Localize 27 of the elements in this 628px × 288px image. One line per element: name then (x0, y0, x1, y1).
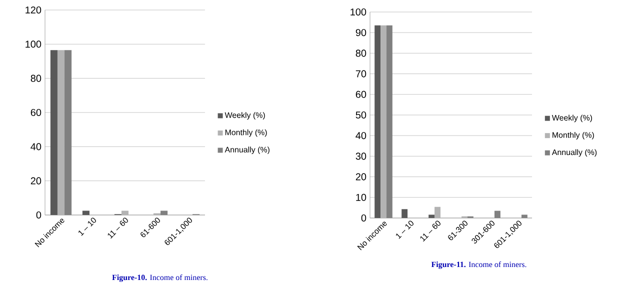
bar (434, 206, 440, 218)
y-tick-label: 40 (30, 143, 42, 150)
y-tick-label: 100 (350, 8, 366, 16)
y-tick-label: 60 (356, 90, 366, 98)
bar (82, 210, 90, 215)
y-tick-label: 70 (356, 70, 366, 78)
y-tick-label: 40 (356, 132, 366, 140)
y-tick-label: 80 (356, 50, 366, 57)
y-tick-label: 60 (30, 108, 42, 116)
y-tick-label: 20 (30, 177, 42, 184)
y-tick-label: 20 (356, 173, 366, 180)
bar (380, 25, 386, 218)
y-tick-label: 10 (356, 194, 366, 201)
y-tick-label: 120 (26, 6, 42, 14)
y-tick-label: 50 (356, 111, 366, 119)
y-tick-label: 90 (356, 29, 366, 36)
y-tick-label: 80 (30, 74, 42, 82)
bar (428, 214, 435, 218)
y-tick-label: 30 (356, 152, 366, 160)
bar (402, 209, 408, 218)
bar (121, 210, 129, 215)
y-tick-label: 100 (26, 40, 42, 48)
y-tick-label: 0 (36, 211, 42, 219)
bar (57, 50, 65, 215)
bar (50, 50, 58, 215)
y-tick-label: 0 (361, 214, 366, 222)
bar (374, 25, 381, 218)
